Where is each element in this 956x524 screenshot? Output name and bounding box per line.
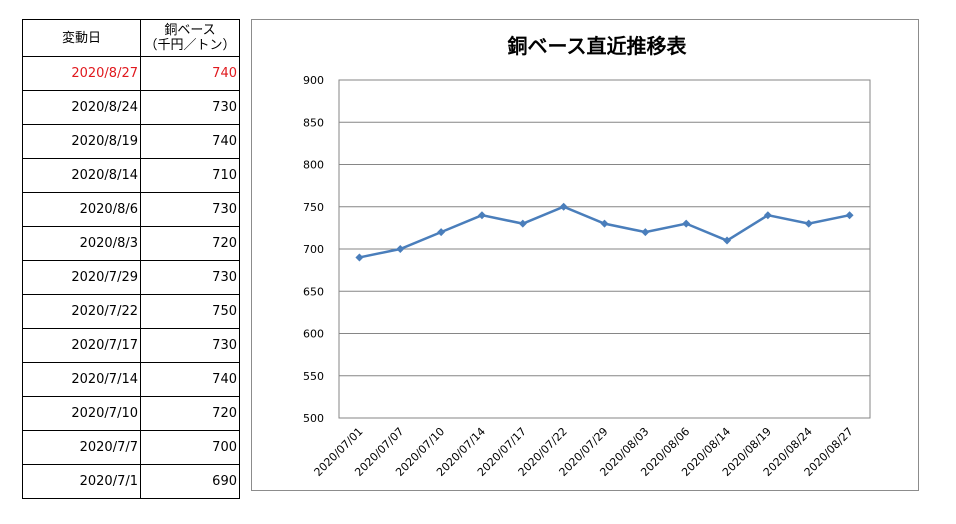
series-layer [355,202,854,262]
data-point [355,253,364,262]
table-row: 2020/7/29 730 [22,260,240,295]
table-row: 2020/7/17 730 [22,328,240,363]
table-row: 2020/8/3 720 [22,226,240,261]
table-row: 2020/7/14 740 [22,362,240,397]
y-tick-label: 500 [303,412,324,425]
row-price: 720 [140,226,240,261]
table-row: 2020/7/7 700 [22,430,240,465]
table-row: 2020/8/19 740 [22,124,240,159]
y-tick-label: 650 [303,285,324,298]
data-point [437,228,446,237]
data-point [682,219,691,228]
row-date: 2020/8/19 [22,124,141,159]
y-tick-label: 900 [303,74,324,87]
data-point [641,228,650,237]
y-tick-label: 700 [303,243,324,256]
row-price: 740 [140,362,240,397]
table-row: 2020/8/27 740 [22,56,240,91]
table-row: 2020/7/10 720 [22,396,240,431]
data-point [396,245,405,253]
row-date: 2020/7/1 [22,464,141,499]
row-price: 740 [140,124,240,159]
data-point [518,219,527,228]
data-point [559,202,568,211]
y-tick-label: 750 [303,201,324,214]
header-date: 変動日 [22,19,141,57]
x-axis-ticks: 2020/07/012020/07/072020/07/102020/07/14… [312,425,856,479]
row-date: 2020/8/6 [22,192,141,227]
table-header-row: 変動日 銅ベース （千円／トン） [22,19,240,57]
data-point [723,236,732,245]
row-date: 2020/7/22 [22,294,141,329]
table-row: 2020/7/22 750 [22,294,240,329]
row-price: 730 [140,192,240,227]
row-date: 2020/7/29 [22,260,141,295]
table-row: 2020/8/6 730 [22,192,240,227]
line-chart: 銅ベース直近推移表 500 550 600 650 700 750 800 850 900 20… [303,34,871,479]
plot-area [338,79,871,419]
data-point [804,219,813,228]
data-point [845,211,854,220]
chart-title: 銅ベース直近推移表 [508,34,688,58]
row-date: 2020/8/27 [22,56,141,91]
header-price-line2: （千円／トン） [144,38,236,53]
series-line [359,205,850,259]
row-date: 2020/8/14 [22,158,141,193]
row-date: 2020/7/17 [22,328,141,363]
table-row: 2020/8/24 730 [22,90,240,125]
row-price: 750 [140,294,240,329]
row-price: 730 [140,328,240,363]
table-body: 2020/8/27 740 2020/8/24 730 2020/8/19 740 2020… [22,56,240,499]
row-price: 710 [140,158,240,193]
header-price-line1: 銅ベース [164,23,216,38]
row-price: 700 [140,430,240,465]
y-tick-label: 600 [303,328,324,341]
header-price: 銅ベース （千円／トン） [140,19,240,57]
row-date: 2020/8/3 [22,226,141,261]
row-price: 730 [140,260,240,295]
y-tick-label: 550 [303,370,324,383]
chart-area: 銅ベース直近推移表 500 550 600 650 700 750 800 850 900 20… [251,19,919,491]
y-tick-label: 800 [303,159,324,172]
y-axis-ticks: 500 550 600 650 700 750 800 850 900 [303,74,324,425]
row-price: 690 [140,464,240,499]
row-price: 730 [140,90,240,125]
row-date: 2020/8/24 [22,90,141,125]
grid-lines [338,79,871,419]
data-point [477,211,486,220]
data-point [600,219,609,228]
table-row: 2020/8/14 710 [22,158,240,193]
row-date: 2020/7/14 [22,362,141,397]
price-table: 変動日 銅ベース （千円／トン） 2020/8/27 740 2020/8/24 73… [22,19,240,499]
row-date: 2020/7/7 [22,430,141,465]
y-tick-label: 850 [303,116,324,129]
data-point [763,211,772,220]
row-date: 2020/7/10 [22,396,141,431]
row-price: 740 [140,56,240,91]
table-row: 2020/7/1 690 [22,464,240,499]
row-price: 720 [140,396,240,431]
